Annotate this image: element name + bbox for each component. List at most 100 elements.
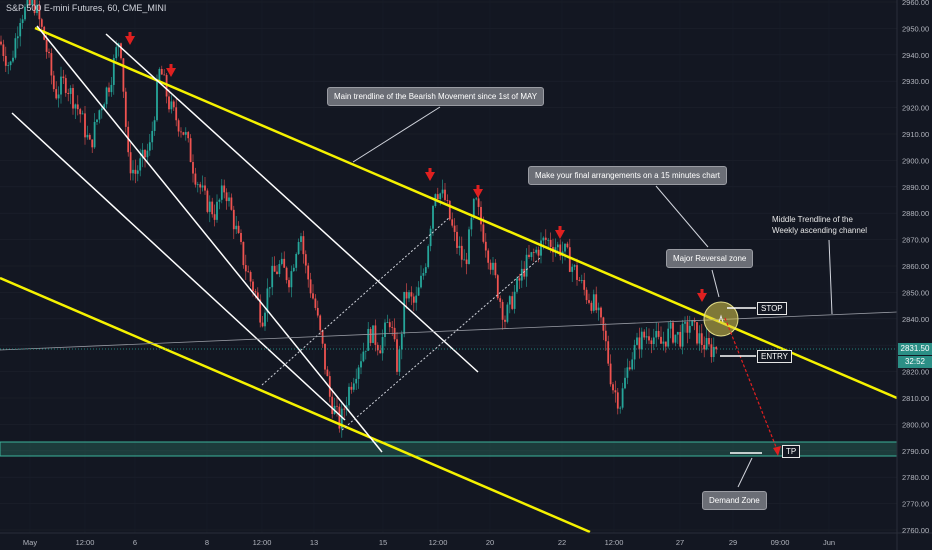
candle-body	[621, 388, 624, 408]
candle-body	[271, 265, 274, 288]
annotation-demand-zone: Demand Zone	[702, 491, 767, 510]
candle-body	[237, 225, 240, 233]
candle-body	[374, 325, 377, 345]
candle-body	[616, 392, 619, 409]
candle-body	[312, 293, 314, 299]
candle-body	[28, 0, 31, 5]
candle-body	[211, 201, 214, 215]
candle-body	[144, 149, 146, 158]
candle-body	[208, 201, 211, 212]
candle-body	[93, 121, 96, 148]
candle-body	[232, 209, 235, 230]
candle-body	[508, 296, 511, 305]
candle-body	[516, 278, 518, 292]
candle-body	[283, 258, 286, 268]
y-tick-label: 2880.00	[902, 209, 929, 218]
candle-body	[408, 292, 410, 299]
candle-body	[710, 344, 713, 358]
candle-body	[112, 58, 115, 85]
y-tick-label: 2920.00	[902, 104, 929, 113]
red-arrow-5-stem	[558, 226, 562, 231]
red-arrow-4-stem	[476, 185, 480, 190]
candle-body	[624, 377, 626, 389]
candle-body	[14, 38, 17, 58]
candle-body	[398, 349, 401, 372]
candle-body	[139, 158, 142, 171]
candle-body	[513, 291, 516, 309]
y-tick-label: 2770.00	[902, 500, 929, 509]
x-tick-label: 12:00	[605, 538, 624, 547]
candle-body	[196, 184, 199, 186]
x-tick-label: 09:00	[771, 538, 790, 547]
candle-body	[288, 280, 290, 288]
candle-body	[276, 271, 278, 274]
candle-body	[76, 104, 79, 110]
candle-body	[597, 307, 600, 311]
candle-body	[487, 250, 490, 263]
candle-body	[31, 0, 34, 5]
candle-body	[547, 239, 550, 241]
candle-body	[108, 87, 110, 93]
candle-body	[388, 322, 391, 328]
candle-body	[38, 4, 41, 20]
candle-body	[247, 271, 250, 273]
candle-body	[698, 333, 701, 344]
projection-arrow-head	[773, 446, 781, 456]
candle-body	[160, 69, 163, 75]
candle-body	[98, 110, 101, 120]
entry-tag: ENTRY	[757, 350, 792, 363]
candle-body	[600, 307, 602, 318]
candle-body	[376, 344, 379, 351]
candle-body	[0, 41, 2, 45]
candle-body	[520, 268, 523, 281]
candle-body	[607, 341, 610, 364]
candle-body	[448, 200, 451, 220]
candle-body	[24, 6, 26, 20]
candle-body	[240, 232, 242, 242]
candle-body	[115, 47, 118, 59]
candle-body	[463, 259, 466, 261]
candle-body	[604, 330, 607, 342]
main-bearish-trendline	[34, 26, 898, 400]
candle-body	[417, 287, 420, 296]
tp-tag: TP	[782, 445, 801, 458]
candle-body	[369, 328, 372, 343]
candle-body	[465, 259, 468, 264]
candle-body	[153, 120, 156, 131]
red-arrow-1	[125, 36, 135, 45]
candle-body	[525, 254, 528, 277]
candle-body	[549, 239, 552, 247]
stop-tag: STOP	[757, 302, 787, 315]
y-tick-label: 2950.00	[902, 24, 929, 33]
candle-body	[468, 229, 470, 264]
y-tick-label: 2790.00	[902, 447, 929, 456]
candle-body	[672, 322, 674, 343]
candle-body	[105, 87, 108, 105]
candle-body	[381, 336, 384, 354]
candle-body	[645, 336, 648, 338]
x-axis: May 12:00 6 8 12:00 13 15 12:00 20 22 12:00 27 29 09:…	[23, 538, 835, 547]
candle-body	[612, 384, 614, 391]
candle-body	[9, 61, 12, 66]
candle-body	[45, 39, 48, 52]
x-tick-label: 12:00	[253, 538, 272, 547]
candle-body	[496, 275, 499, 299]
y-tick-label: 2900.00	[902, 156, 929, 165]
candle-body	[542, 237, 545, 241]
candle-body	[48, 51, 50, 54]
candle-body	[583, 280, 586, 290]
candle-body	[4, 55, 7, 66]
red-arrow-3-stem	[428, 168, 432, 173]
candle-body	[7, 65, 10, 66]
x-tick-label: 6	[133, 538, 137, 547]
candle-body	[559, 244, 562, 256]
candle-body	[412, 296, 415, 303]
candle-body	[316, 307, 319, 316]
candle-body	[537, 249, 540, 256]
candle-body	[460, 245, 463, 260]
candle-body	[441, 189, 444, 194]
candle-body	[124, 91, 127, 127]
candle-body	[228, 197, 230, 202]
candle-body	[352, 383, 355, 390]
